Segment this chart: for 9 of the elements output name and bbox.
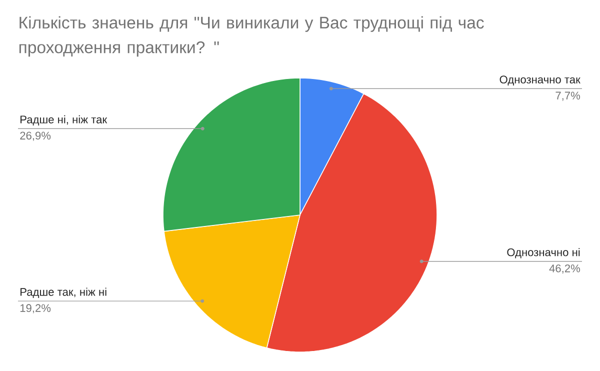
slice-label: Радше ні, ніж так: [20, 115, 108, 126]
data-label: 46,2%: [549, 264, 580, 274]
slice-label: Радше так, ніж ні: [20, 288, 106, 298]
chart-title: Кількість значень для "Чи виникали у Вас труднощі під час проходження практики? ": [19, 16, 484, 57]
data-label: 26,9%: [20, 132, 51, 141]
data-label: 7,7%: [556, 92, 580, 101]
slice-label: Однозначно ні: [507, 248, 580, 258]
data-label: 19,2%: [20, 304, 51, 314]
slice-label: Однозначно так: [500, 76, 580, 86]
